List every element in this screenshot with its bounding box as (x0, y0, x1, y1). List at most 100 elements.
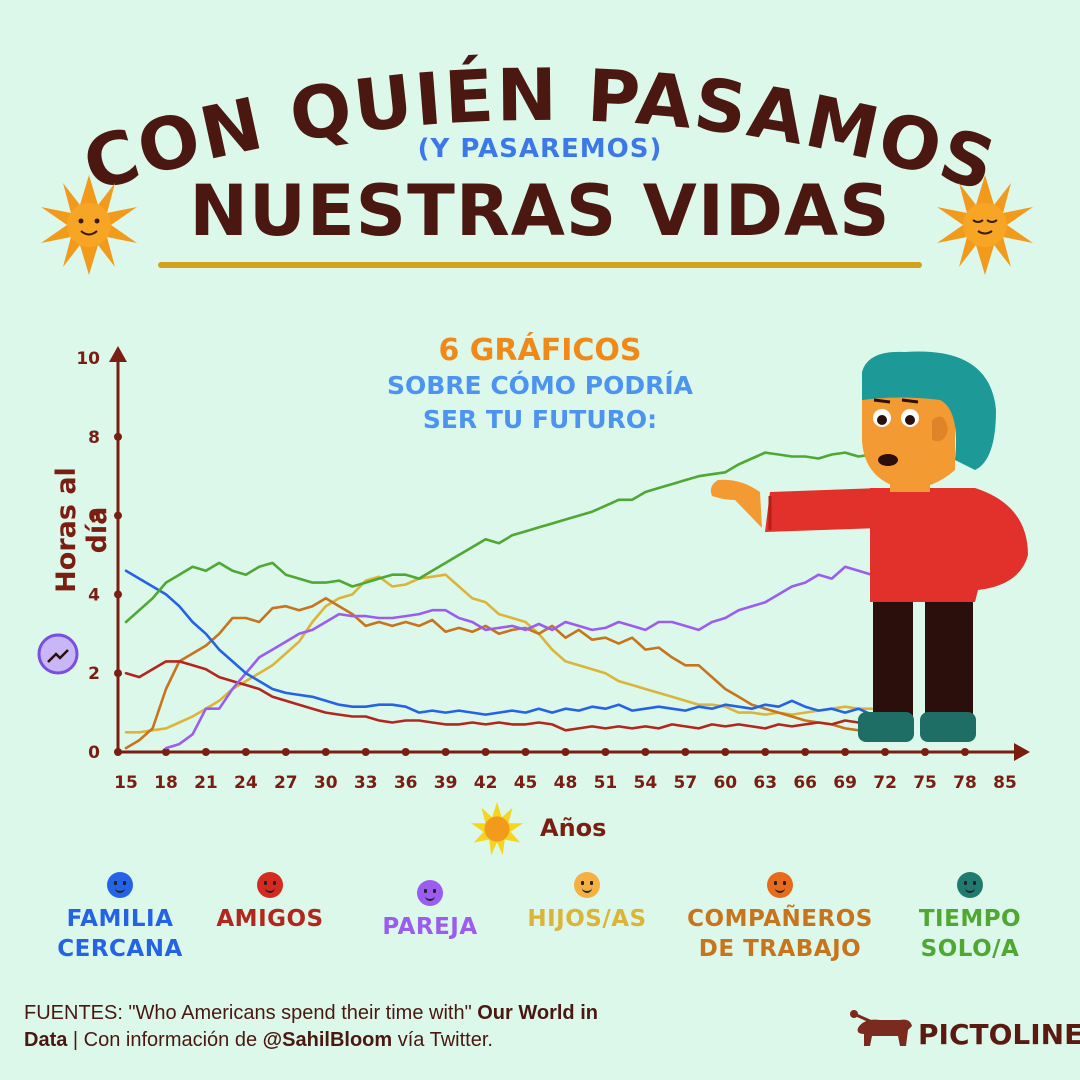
face-icon (574, 872, 600, 898)
legend-label: COMPAÑEROS (687, 906, 873, 932)
x-tick-label: 24 (234, 773, 258, 793)
title-underline (158, 262, 922, 268)
intro-text: SOBRE CÓMO PODRÍA SER TU FUTURO: (330, 369, 750, 437)
x-tick-label: 48 (554, 773, 578, 793)
title-arc: CON QUIÉN PASAMOS (74, 53, 1004, 208)
y-tick-label: 4 (88, 585, 100, 605)
y-tick-dot (114, 511, 122, 520)
x-tick-dot (801, 748, 810, 756)
x-tick-label: 42 (474, 773, 498, 793)
sources-org: Our World in Data (24, 1002, 598, 1051)
x-tick-label: 30 (314, 773, 338, 793)
x-tick-dot (841, 748, 850, 756)
intro-line1: SOBRE CÓMO PODRÍA (386, 371, 693, 400)
sources-suffix: vía Twitter. (392, 1029, 493, 1051)
x-tick-label: 15 (114, 773, 138, 793)
x-tick-label: 27 (274, 773, 298, 793)
x-tick-label: 33 (354, 773, 378, 793)
y-tick-label: 2 (88, 664, 100, 684)
x-tick-dot (921, 748, 930, 756)
x-tick-dot (441, 748, 450, 756)
x-axis-arrow (1014, 743, 1030, 761)
face-icon (957, 872, 983, 898)
title-subtitle: (Y PASAREMOS) (417, 134, 663, 164)
x-tick-dot (201, 748, 210, 756)
x-tick-dot (641, 748, 650, 756)
series-line-6 (124, 451, 874, 624)
title-line2: NUESTRAS VIDAS (189, 170, 891, 252)
face-icon (767, 872, 793, 898)
face-icon (417, 880, 443, 906)
x-tick-label: 63 (753, 773, 777, 793)
legend-label: DE TRABAJO (698, 936, 862, 962)
x-axis-label: Años (540, 814, 607, 842)
clock-icon (37, 633, 79, 675)
x-tick-dot (601, 748, 610, 756)
x-tick-dot (481, 748, 490, 756)
legend-item-pareja: PAREJA (370, 880, 490, 942)
legend-label: HIJOS/AS (527, 906, 647, 932)
y-tick-label: 6 (88, 507, 100, 527)
legend-label: CERCANA (57, 936, 183, 962)
y-tick-dot (114, 432, 122, 441)
x-tick-dot (321, 748, 330, 756)
x-tick-label: 72 (873, 773, 897, 793)
x-tick-label: 54 (634, 773, 658, 793)
intro-line2: SER TU FUTURO: (422, 405, 658, 434)
legend-item-solo: TIEMPO SOLO/A (900, 872, 1040, 964)
legend-label: PAREJA (382, 914, 478, 940)
x-tick-dot (761, 748, 770, 756)
x-tick-label: 57 (673, 773, 697, 793)
series-line-5 (124, 596, 874, 750)
x-tick-dot (561, 748, 570, 756)
series-line-3 (164, 565, 874, 750)
x-tick-label: 60 (713, 773, 737, 793)
brand-animal-icon (850, 1010, 912, 1046)
series-line-2 (124, 660, 887, 732)
intro-highlight: 6 GRÁFICOS (438, 333, 642, 368)
x-tick-label: 18 (154, 773, 178, 793)
x-tick-dot (681, 748, 690, 756)
x-tick-label: 85 (993, 773, 1017, 793)
x-tick-label: 51 (594, 773, 618, 793)
character-illustration (710, 351, 1028, 742)
x-tick-dot (961, 748, 969, 756)
y-tick-dot (114, 590, 122, 599)
x-tick-dot (401, 748, 410, 756)
y-tick-label: 0 (88, 743, 100, 763)
x-tick-label: 21 (194, 773, 218, 793)
x-tick-dot (521, 748, 530, 756)
x-tick-label: 75 (913, 773, 937, 793)
legend-label: AMIGOS (216, 906, 324, 932)
sources-text: FUENTES: "Who Americans spend their time… (24, 1000, 624, 1054)
x-tick-label: 78 (953, 773, 977, 793)
x-tick-dot (361, 748, 370, 756)
face-icon (107, 872, 133, 898)
legend-item-hijos: HIJOS/AS (512, 872, 662, 934)
legend-label: TIEMPO (918, 906, 1022, 932)
legend-item-companeros: COMPAÑEROS DE TRABAJO (680, 872, 880, 964)
legend-label: SOLO/A (920, 936, 1020, 962)
x-tick-dot (721, 748, 730, 756)
x-tick-dot (281, 748, 290, 756)
legend-label: FAMILIA (66, 906, 174, 932)
sun-icon (470, 801, 524, 856)
sources-prefix: FUENTES: "Who Americans spend their time… (24, 1002, 478, 1024)
x-tick-label: 69 (833, 773, 857, 793)
x-tick-dot (881, 748, 890, 756)
y-tick-label: 8 (88, 428, 100, 448)
series-line-1 (124, 569, 874, 716)
chart-series (124, 451, 887, 750)
x-tick-label: 45 (514, 773, 538, 793)
x-tick-dot (161, 748, 170, 756)
brand-logo: PICTOLINE (918, 1018, 1080, 1051)
y-tick-dot (114, 669, 122, 678)
sun-star-right-icon (937, 175, 1033, 275)
series-line-4 (124, 573, 874, 734)
y-tick-label: 10 (76, 349, 100, 369)
x-tick-dot (241, 748, 250, 756)
x-tick-label: 36 (394, 773, 418, 793)
y-tick-dot (114, 748, 122, 756)
x-tick-label: 66 (793, 773, 817, 793)
